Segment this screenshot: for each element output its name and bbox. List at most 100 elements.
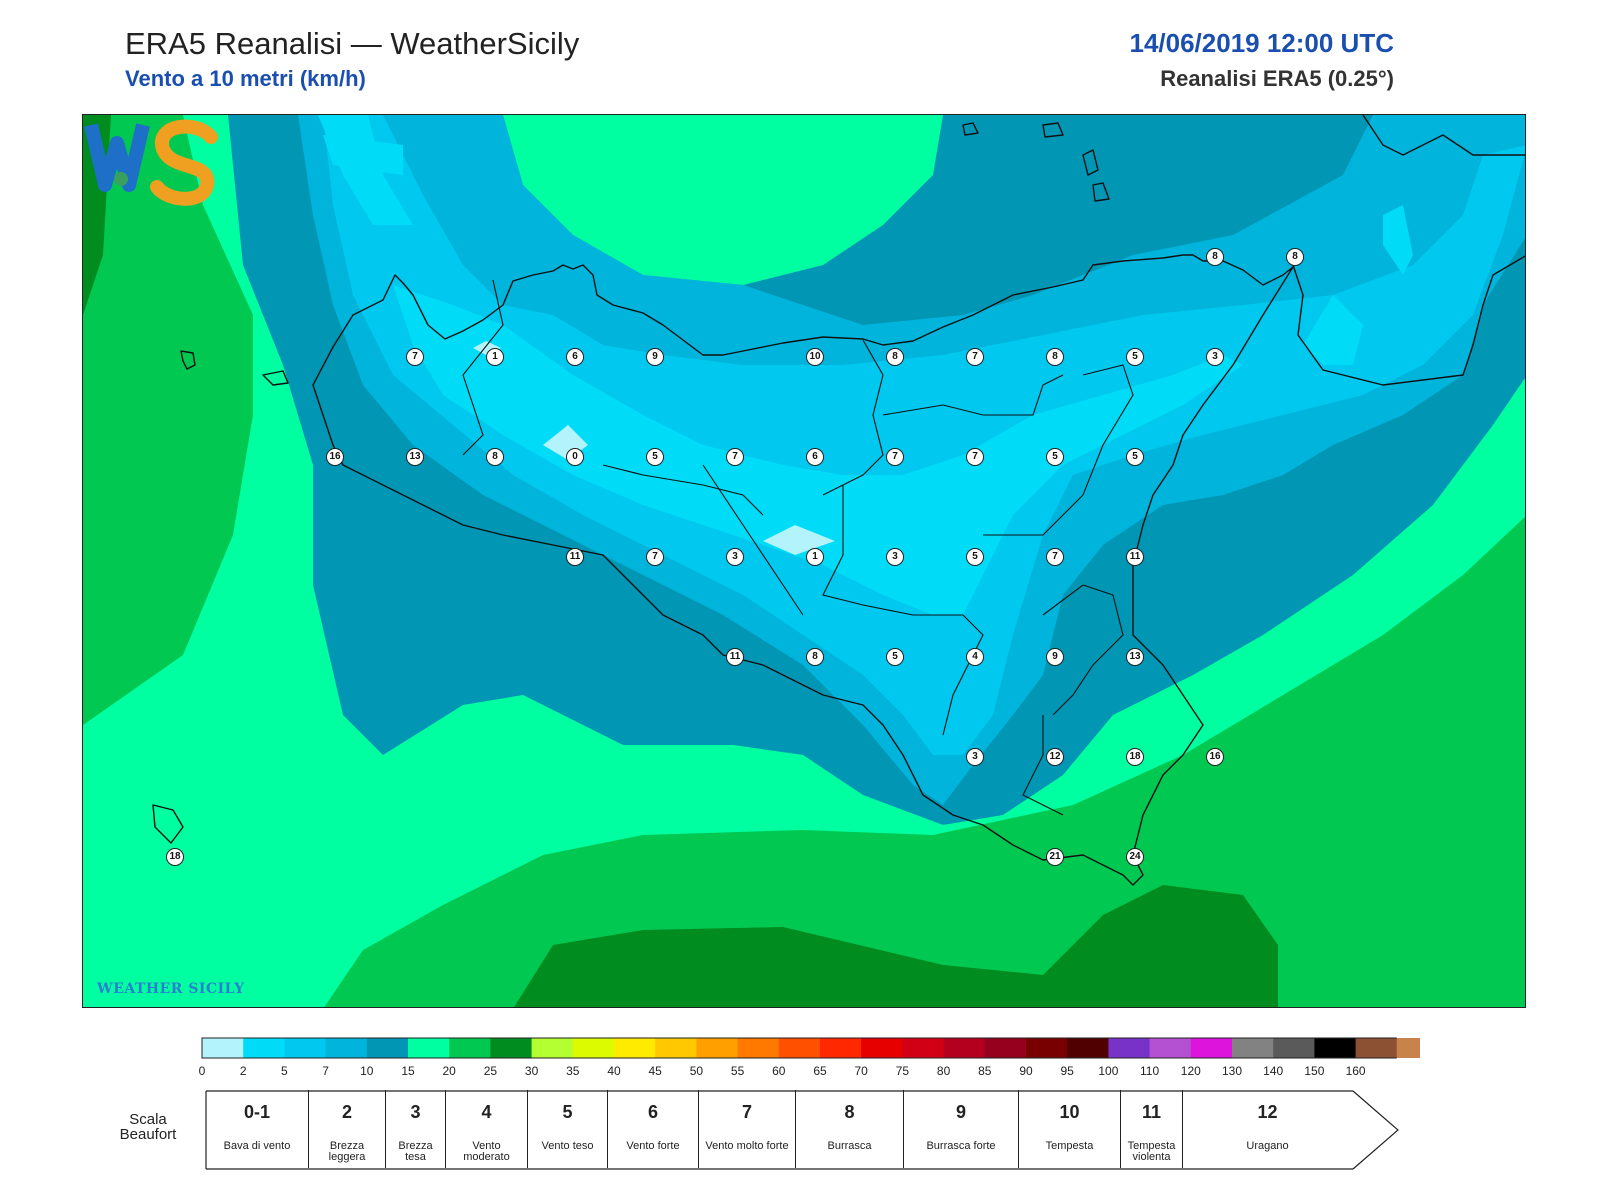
colorbar-tick-label: 20 <box>442 1064 456 1078</box>
colorbar-tick-label: 130 <box>1221 1064 1243 1078</box>
eolie-d <box>1092 182 1110 202</box>
station-value: 1 <box>486 348 504 366</box>
wind-map: 7 1 6 9 10 8 7 8 5 3 16 13 8 0 5 7 6 7 7 5 5 11 7 3 1 3 5 7 11 11 8 5 4 9… <box>82 114 1526 1008</box>
colorbar-swatch <box>902 1038 945 1058</box>
border-ct-rg <box>942 614 984 736</box>
station-value: 6 <box>566 348 584 366</box>
colorbar-tick-label: 65 <box>813 1064 827 1078</box>
wind-field <box>83 115 1525 1007</box>
beaufort-number: 6 <box>647 1102 658 1122</box>
colorbar-tick-label: 45 <box>648 1064 662 1078</box>
colorbar-swatch <box>984 1038 1027 1058</box>
field-2-5-east-a <box>1383 205 1413 275</box>
border-en-ct <box>822 485 963 616</box>
product-label: Reanalisi ERA5 (0.25°) <box>1160 66 1394 91</box>
station-value: 13 <box>1126 648 1144 666</box>
eolie-a <box>962 122 979 136</box>
colorbar-swatch <box>1190 1038 1233 1058</box>
colorbar-tick-label: 5 <box>281 1064 288 1078</box>
field-5-7 <box>323 115 1525 755</box>
pantelleria <box>152 804 184 844</box>
border-me-ct <box>983 364 1134 536</box>
field-2-5-east-b <box>1303 295 1363 365</box>
beaufort-cell: 5 Vento teso <box>527 1090 607 1168</box>
beaufort-description: Brezza tesa <box>398 1140 433 1163</box>
colorbar-swatch <box>1232 1038 1274 1058</box>
beaufort-cell: 10 Tempesta <box>1018 1090 1120 1168</box>
colorbar-tick-label: 55 <box>730 1064 745 1078</box>
border-pa-ag <box>602 464 764 516</box>
border-pa-cl <box>702 464 804 616</box>
colorbar-tick-label: 70 <box>854 1064 868 1078</box>
station-value: 3 <box>966 748 984 766</box>
colorbar-swatch <box>408 1038 450 1058</box>
coastline <box>152 115 1525 886</box>
ustica <box>180 350 196 370</box>
colorbar-swatch <box>1067 1038 1109 1058</box>
beaufort-number: 8 <box>844 1102 855 1122</box>
station-value: 7 <box>966 448 984 466</box>
station-value: 11 <box>726 648 744 666</box>
colorbar-swatch <box>202 1038 244 1058</box>
colorbar-swatch <box>366 1038 409 1058</box>
beaufort-cell: 2 Brezza leggera <box>308 1090 385 1168</box>
station-value: 6 <box>806 448 824 466</box>
border-ct-sr <box>1042 584 1124 716</box>
colorbar-swatch <box>572 1038 615 1058</box>
station-value: 16 <box>326 448 344 466</box>
station-value: 5 <box>886 648 904 666</box>
beaufort-description: Brezza leggera <box>328 1140 366 1163</box>
station-value: 1 <box>806 548 824 566</box>
colorbar-tick-label: 140 <box>1263 1064 1284 1078</box>
beaufort-description: Vento molto forte <box>705 1140 789 1152</box>
field-0-2-c <box>473 341 501 355</box>
colorbar-swatch <box>1273 1038 1315 1058</box>
station-value: 3 <box>726 548 744 566</box>
colorbar-tick-label: 80 <box>936 1064 951 1078</box>
beaufort-description: Vento forte <box>626 1140 680 1152</box>
colorbar-tick-label: 7 <box>322 1064 329 1078</box>
chart-subtitle: Vento a 10 metri (km/h) <box>125 66 366 91</box>
station-value: 18 <box>1126 748 1144 766</box>
colorbar-tick-label: 110 <box>1140 1064 1160 1078</box>
colorbar-swatch <box>737 1038 780 1058</box>
station-value: 5 <box>1046 448 1064 466</box>
colorbar-tick-label: 150 <box>1304 1064 1325 1078</box>
beaufort-number: 5 <box>562 1102 573 1122</box>
weathersicily-logo <box>84 119 218 206</box>
colorbar-tick-label: 120 <box>1180 1064 1201 1078</box>
station-value: 12 <box>1046 748 1064 766</box>
beaufort-cell: 11 Tempesta violenta <box>1120 1090 1182 1168</box>
colorbar-swatch <box>696 1038 739 1058</box>
colorbar-tick-label: 10 <box>360 1064 374 1078</box>
station-value: 18 <box>166 848 184 866</box>
eolie-c <box>1082 149 1099 176</box>
sicily-coast <box>312 254 1294 886</box>
beaufort-number: 4 <box>481 1102 492 1122</box>
station-value: 16 <box>1206 748 1224 766</box>
colorbar-swatch <box>1355 1038 1398 1058</box>
station-value: 7 <box>406 348 424 366</box>
beaufort-cell: 12 Uragano <box>1182 1090 1352 1168</box>
beaufort-number: 3 <box>410 1102 421 1122</box>
station-value: 4 <box>966 648 984 666</box>
station-value: 5 <box>1126 448 1144 466</box>
field-2-5-nw-blob <box>323 135 403 175</box>
colorbar-swatch <box>1026 1038 1068 1058</box>
colorbar-swatch <box>655 1038 697 1058</box>
station-value: 8 <box>1046 348 1064 366</box>
calabria-coast <box>1292 255 1525 386</box>
station-value: 8 <box>806 648 824 666</box>
colorbar-tick-label: 85 <box>978 1064 992 1078</box>
province-borders <box>462 279 1134 816</box>
colorbar-swatch <box>614 1038 656 1058</box>
beaufort-cell: 7 Vento molto forte <box>698 1090 795 1168</box>
colorbar-swatch <box>284 1038 327 1058</box>
colorbar-swatch <box>943 1038 986 1058</box>
station-value: 3 <box>886 548 904 566</box>
beaufort-cell: 4 Vento moderato <box>445 1090 527 1168</box>
colorbar-swatch <box>449 1038 491 1058</box>
beaufort-frame <box>205 1090 1399 1170</box>
station-value: 7 <box>886 448 904 466</box>
colorbar-swatch <box>778 1038 821 1058</box>
